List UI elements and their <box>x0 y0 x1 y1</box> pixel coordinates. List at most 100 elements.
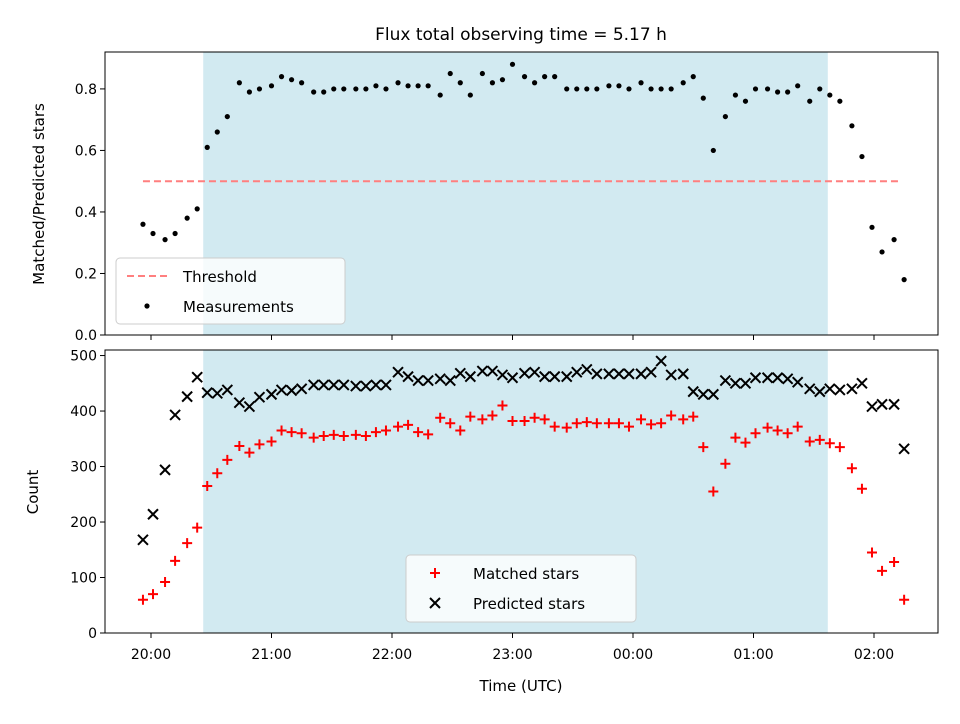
measurement-point <box>648 86 654 92</box>
matched-star-point <box>360 431 371 442</box>
measurement-point <box>405 83 411 89</box>
predicted-star-point <box>898 443 910 455</box>
matched-star-point <box>772 425 783 436</box>
measurement-point <box>172 230 178 237</box>
predicted-star-point <box>370 379 382 391</box>
matched-star-point <box>636 414 647 425</box>
matched-star-point <box>435 412 446 423</box>
measurement-point <box>383 86 389 92</box>
measurement-point <box>700 95 706 101</box>
matched-star-point <box>561 422 572 433</box>
measurement-point <box>785 89 791 95</box>
measurement-point <box>742 98 749 104</box>
predicted-star-point <box>295 383 308 395</box>
measurement-point <box>299 80 305 86</box>
predicted-star-point <box>201 387 213 399</box>
matched-star-point <box>591 418 602 429</box>
bottom-y-tick-label: 500 <box>70 349 97 365</box>
predicted-star-point <box>548 370 561 383</box>
predicted-star-point <box>307 379 320 391</box>
legend-predicted-swatch <box>429 597 441 609</box>
top-y-tick-label: 0.2 <box>75 266 97 282</box>
measurement-point <box>722 113 728 120</box>
measurement-point <box>584 86 590 92</box>
predicted-star-point <box>781 373 794 385</box>
measurement-point <box>214 129 220 135</box>
top-axes-frame <box>104 51 939 336</box>
legend-matched-label: Matched stars <box>473 565 579 583</box>
matched-star-point <box>846 463 857 474</box>
measurement-point <box>658 86 664 92</box>
legend-predicted-label: Predicted stars <box>473 595 585 613</box>
predicted-star-point <box>665 369 677 381</box>
measurement-point <box>891 237 897 243</box>
matched-star-point <box>445 418 456 429</box>
legend-matched-marker <box>430 568 440 578</box>
matched-star-point <box>296 428 307 439</box>
x-tick-label: 22:00 <box>372 647 412 663</box>
measurement-point <box>795 83 801 89</box>
matched-star-point <box>549 421 560 432</box>
top-y-tick-label: 0.6 <box>75 143 97 159</box>
predicted-star-point <box>350 380 362 392</box>
matched-star-point <box>338 431 349 442</box>
predicted-star-point <box>771 372 784 384</box>
predicted-star-point <box>739 377 752 390</box>
bottom-axes-frame <box>104 349 939 634</box>
matched-star-point <box>370 427 381 438</box>
predicted-star-point <box>360 380 372 392</box>
matched-star-point <box>244 447 255 458</box>
matched-star-point <box>708 486 719 497</box>
predicted-star-point <box>402 370 414 383</box>
measurement-point <box>415 83 421 89</box>
predicted-star-point <box>687 385 699 398</box>
measurement-point <box>499 77 506 83</box>
matched-star-point <box>393 421 404 432</box>
measurement-point <box>278 74 285 80</box>
matched-star-point <box>286 427 297 438</box>
predicted-star-point <box>856 377 868 390</box>
matched-star-point <box>455 425 466 436</box>
predicted-star-point <box>506 372 519 384</box>
predicted-star-point <box>486 365 499 377</box>
measurement-point <box>775 89 781 95</box>
measurement-point <box>236 80 242 86</box>
measurement-point <box>425 83 431 89</box>
measurement-point <box>710 147 716 154</box>
predicted-star-point <box>221 384 234 396</box>
matched-star-point <box>814 434 825 445</box>
legend-matched-swatch <box>430 568 440 578</box>
predicted-star-point <box>876 398 888 411</box>
top-y-tick-label: 0.4 <box>75 205 97 221</box>
predicted-star-point <box>380 379 392 391</box>
predicted-star-point <box>824 383 836 395</box>
predicted-star-point <box>719 374 732 387</box>
bottom-y-tick-label: 300 <box>70 460 97 476</box>
measurement-point <box>288 77 295 83</box>
measurement-point <box>162 237 168 243</box>
matched-star-point <box>678 414 689 425</box>
measurement-point <box>194 206 200 212</box>
x-axis-label: Time (UTC) <box>479 677 563 695</box>
predicted-star-point <box>761 372 774 384</box>
x-tick-label: 01:00 <box>733 647 773 663</box>
predicted-star-point <box>635 368 647 380</box>
measurement-point <box>331 86 337 92</box>
x-tick-label: 21:00 <box>251 647 291 663</box>
predicted-star-point <box>211 387 223 399</box>
measurement-point <box>879 249 885 255</box>
measurement-point <box>626 86 632 92</box>
x-tick-label: 23:00 <box>492 647 532 663</box>
measurement-point <box>849 123 855 129</box>
predicted-star-point <box>677 368 689 380</box>
predicted-star-point <box>814 385 826 398</box>
bottom-y-tick-label: 400 <box>70 404 97 420</box>
predicted-star-point <box>328 379 340 391</box>
measurement-point <box>395 80 401 86</box>
matched-star-point <box>148 589 159 600</box>
predicted-star-point <box>645 366 657 378</box>
matched-star-point <box>507 416 518 427</box>
legend-measurements-label: Measurements <box>183 298 294 316</box>
measurement-point <box>268 83 275 89</box>
matched-star-point <box>834 442 845 453</box>
